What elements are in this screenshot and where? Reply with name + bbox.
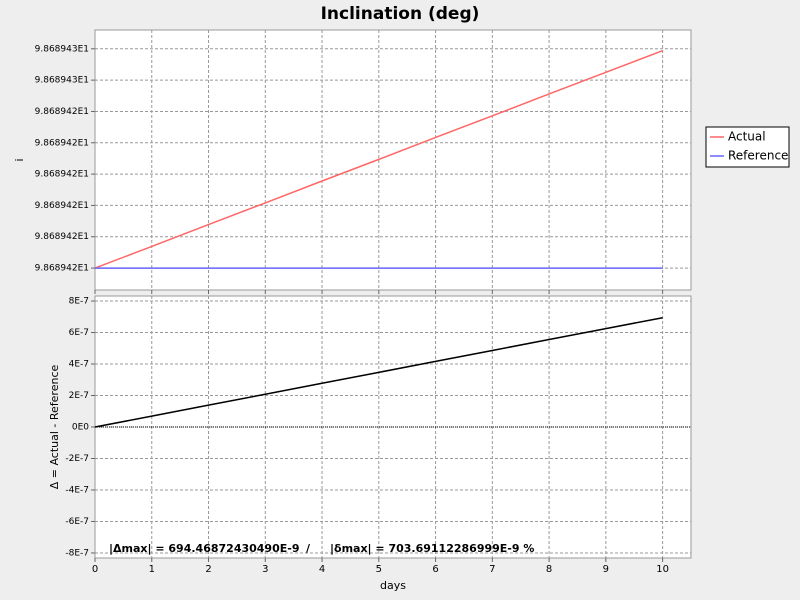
y-tick-label: 9.868943E1 bbox=[35, 76, 89, 86]
y-tick-label: 9.868942E1 bbox=[35, 138, 89, 148]
y-tick-label: 9.868942E1 bbox=[35, 201, 89, 211]
y-tick-label: 9.868942E1 bbox=[35, 107, 89, 117]
y-tick-label: 8E-7 bbox=[69, 297, 89, 307]
y-tick-label: 4E-7 bbox=[69, 360, 89, 370]
y-axis-title: i bbox=[13, 158, 26, 161]
y-tick-label: -8E-7 bbox=[65, 548, 89, 558]
annotation: / bbox=[306, 542, 311, 555]
data-line bbox=[94, 49, 663, 269]
x-tick-label: 4 bbox=[319, 564, 325, 575]
y-tick-label: -2E-7 bbox=[65, 454, 89, 464]
data-line bbox=[94, 316, 663, 428]
chart-title: Inclination (deg) bbox=[321, 4, 480, 24]
y-tick-label: -4E-7 bbox=[65, 485, 89, 495]
x-tick-label: 10 bbox=[656, 564, 669, 575]
y-tick-label: 9.868942E1 bbox=[35, 232, 89, 242]
y-tick-label: 6E-7 bbox=[69, 328, 89, 338]
x-tick-label: 0 bbox=[92, 564, 98, 575]
annotation: |δmax| = 703.69112286999E-9 % bbox=[330, 542, 534, 555]
x-tick-label: 8 bbox=[546, 564, 552, 575]
legend-label: Actual bbox=[728, 130, 766, 144]
plot-area bbox=[94, 29, 692, 291]
y-tick-label: -6E-7 bbox=[65, 517, 89, 527]
legend: Actual Reference bbox=[705, 126, 790, 168]
y-axis-title: Δ = Actual - Reference bbox=[48, 364, 61, 489]
x-tick-label: 7 bbox=[489, 564, 495, 575]
legend-label: Reference bbox=[728, 149, 788, 163]
x-tick-label: 3 bbox=[262, 564, 268, 575]
x-tick-label: 5 bbox=[376, 564, 382, 575]
x-axis-title: days bbox=[380, 579, 406, 592]
legend-box bbox=[705, 126, 790, 168]
x-tick-label: 1 bbox=[149, 564, 155, 575]
x-tick-label: 2 bbox=[205, 564, 211, 575]
y-tick-label: 0E0 bbox=[72, 423, 89, 433]
x-tick-label: 9 bbox=[603, 564, 609, 575]
annotation: |Δmax| = 694.46872430490E-9 bbox=[109, 542, 299, 555]
y-tick-label: 2E-7 bbox=[69, 391, 89, 401]
y-tick-label: 9.868942E1 bbox=[35, 170, 89, 180]
y-tick-label: 9.868943E1 bbox=[35, 44, 89, 54]
x-tick-label: 6 bbox=[432, 564, 438, 575]
y-tick-label: 9.868942E1 bbox=[35, 264, 89, 274]
